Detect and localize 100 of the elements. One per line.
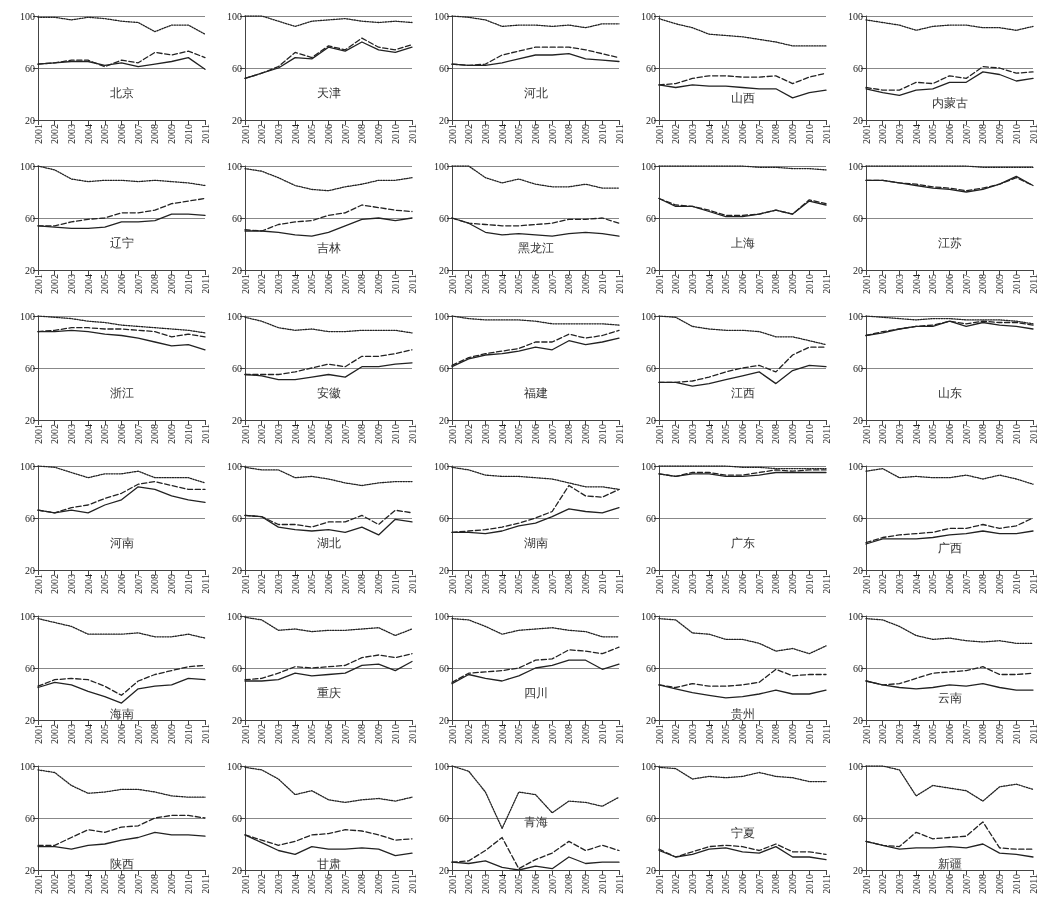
x-tick-label: 2002 (877, 574, 889, 594)
y-tick-label: 100 (434, 160, 449, 172)
x-tick-label: 2008 (770, 274, 782, 294)
x-tick-label: 2011 (199, 724, 211, 744)
x-tick-label: 2008 (356, 574, 368, 594)
x-tick-label: 2002 (670, 724, 682, 744)
x-tick-label: 2010 (389, 574, 401, 594)
x-tick-label: 2001 (239, 874, 251, 894)
text: 黑龙江 (517, 241, 554, 256)
x-tick-label: 2001 (32, 274, 44, 294)
x-tick-label: 2001 (239, 424, 251, 444)
x-tick-label: 2009 (787, 124, 799, 144)
x-tick-label: 2005 (99, 424, 111, 444)
text: 河南 (109, 536, 134, 550)
y-tick-label: 60 (439, 812, 449, 824)
x-tick-label: 2011 (199, 274, 211, 294)
x-tick-label: 2011 (406, 724, 418, 744)
x-tick-label: 2011 (199, 874, 211, 894)
x-tick-label: 2002 (670, 874, 682, 894)
x-tick-label: 2001 (653, 424, 665, 444)
x-tick-label: 2004 (703, 874, 715, 894)
y-tick-label: 60 (439, 512, 449, 524)
x-tick-label: 2011 (820, 724, 832, 744)
y-tick-label: 20 (232, 864, 242, 876)
x-tick-label: 2002 (463, 124, 475, 144)
x-tick-label: 2006 (116, 574, 127, 594)
x-tick-label: 2003 (272, 424, 284, 444)
x-tick-label: 2010 (1010, 424, 1022, 444)
x-tick-label: 2009 (994, 424, 1006, 444)
x-tick-label: 2005 (306, 574, 318, 594)
x-tick-label: 2011 (613, 274, 625, 294)
x-tick-label: 2002 (877, 724, 889, 744)
x-tick-label: 2004 (496, 724, 508, 744)
x-tick-label: 2008 (356, 274, 368, 294)
x-tick-label: 2008 (977, 724, 989, 744)
x-tick-label: 2003 (686, 874, 698, 894)
y-tick-label: 60 (232, 362, 242, 374)
y-tick-label: 20 (646, 414, 656, 426)
x-tick-label: 2011 (1027, 574, 1039, 594)
x-tick-label: 2007 (753, 124, 765, 144)
x-tick-label: 2011 (199, 574, 211, 594)
x-tick-label: 2007 (960, 724, 972, 744)
x-tick-label: 2002 (877, 124, 889, 144)
x-tick-label: 2011 (820, 424, 832, 444)
x-tick-label: 2007 (339, 874, 351, 894)
x-tick-label: 2005 (927, 274, 939, 294)
x-tick-label: 2010 (182, 574, 194, 594)
y-tick-label: 100 (20, 310, 35, 322)
x-tick-label: 2011 (820, 874, 832, 894)
x-tick-label: 2005 (720, 424, 732, 444)
x-tick-label: 2006 (323, 124, 334, 144)
text: 重庆 (316, 686, 341, 700)
y-tick-label: 100 (227, 760, 242, 772)
x-tick-label: 2005 (720, 124, 732, 144)
text: 安徽 (316, 386, 341, 400)
x-tick-label: 2008 (977, 574, 989, 594)
x-tick-label: 2005 (927, 124, 939, 144)
x-tick-label: 2003 (686, 274, 698, 294)
y-tick-label: 60 (232, 62, 242, 74)
x-tick-label: 2001 (653, 574, 665, 594)
x-tick-label: 2010 (389, 874, 401, 894)
x-tick-label: 2003 (65, 874, 77, 894)
x-tick-label: 2011 (1027, 724, 1039, 744)
x-tick-label: 2006 (944, 574, 955, 594)
y-tick-label: 20 (232, 414, 242, 426)
y-tick-label: 100 (227, 610, 242, 622)
x-tick-label: 2009 (787, 574, 799, 594)
text: 福建 (523, 386, 548, 400)
y-tick-label: 100 (20, 460, 35, 472)
x-tick-label: 2008 (770, 724, 782, 744)
x-tick-label: 2011 (199, 124, 211, 144)
y-tick-label: 20 (646, 264, 656, 276)
text: 广西 (937, 541, 962, 556)
x-tick-label: 2005 (927, 874, 939, 894)
x-tick-label: 2011 (406, 424, 418, 444)
x-tick-label: 2010 (1010, 124, 1022, 144)
x-tick-label: 2007 (132, 124, 144, 144)
x-tick-label: 2002 (463, 724, 475, 744)
y-tick-label: 20 (25, 114, 35, 126)
x-tick-label: 2003 (65, 574, 77, 594)
x-tick-label: 2001 (653, 874, 665, 894)
y-tick-label: 60 (853, 212, 863, 224)
y-tick-label: 60 (646, 362, 656, 374)
x-tick-label: 2004 (289, 124, 301, 144)
x-tick-label: 2006 (530, 874, 541, 894)
y-tick-label: 60 (25, 812, 35, 824)
x-tick-label: 2010 (803, 274, 815, 294)
x-tick-label: 2002 (877, 874, 889, 894)
x-tick-label: 2010 (389, 124, 401, 144)
x-tick-label: 2008 (563, 274, 575, 294)
x-tick-label: 2007 (339, 124, 351, 144)
y-tick-label: 100 (20, 760, 35, 772)
x-tick-label: 2009 (787, 274, 799, 294)
x-tick-label: 2007 (753, 574, 765, 594)
y-tick-label: 20 (25, 414, 35, 426)
y-tick-label: 20 (853, 564, 863, 576)
x-tick-label: 2006 (323, 574, 334, 594)
x-tick-label: 2008 (149, 124, 161, 144)
x-tick-label: 2001 (446, 724, 458, 744)
x-tick-label: 2010 (803, 124, 815, 144)
